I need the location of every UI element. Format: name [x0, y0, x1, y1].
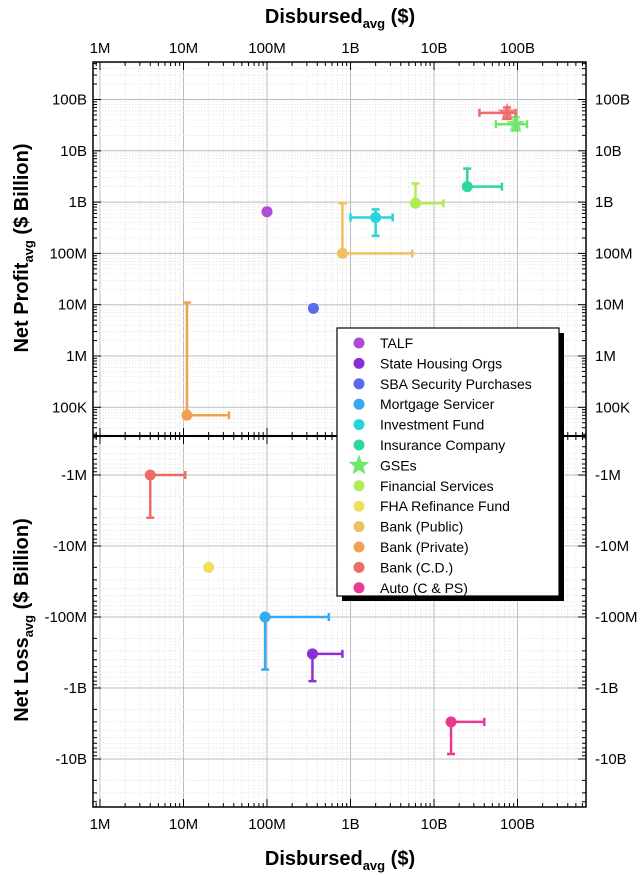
legend-marker [353, 357, 365, 369]
legend-marker [353, 419, 365, 431]
data-point [336, 247, 348, 259]
plot-border [92, 61, 587, 808]
data-point [370, 212, 382, 224]
data-point [409, 197, 421, 209]
x-axis-title-bottom: Disbursedavg ($) [265, 848, 415, 873]
legend-label: FHA Refinance Fund [380, 498, 510, 514]
x-tick-label-top: 10B [421, 40, 448, 57]
y-tick-label-loss-right: -10B [595, 751, 627, 768]
y-tick-label-profit-right: 100M [595, 245, 633, 262]
legend-marker [353, 439, 365, 451]
legend-label: TALF [380, 335, 413, 351]
legend-marker [353, 500, 365, 512]
y-tick-label-profit-right: 10M [595, 297, 624, 314]
y-tick-label-profit-right: 10B [595, 143, 622, 160]
legend-marker [353, 480, 365, 492]
data-point [144, 469, 156, 481]
y-tick-label-profit-right: 100K [595, 399, 630, 416]
legend-label: Insurance Company [380, 437, 505, 453]
legend-label: Bank (Private) [380, 539, 469, 555]
data-point [261, 206, 273, 218]
x-axis-title-top: Disbursedavg ($) [265, 6, 415, 31]
y-tick-label-profit-right: 1M [595, 348, 616, 365]
y-tick-label-loss-left: -10B [55, 751, 87, 768]
y-tick-label-loss-right: -1B [595, 680, 618, 697]
y-tick-label-loss-left: -1B [64, 680, 87, 697]
y-tick-label-profit-left: 100B [52, 92, 87, 109]
data-point [306, 648, 318, 660]
data-point [203, 561, 215, 573]
x-tick-label-bottom: 10B [421, 816, 448, 833]
y-tick-label-profit-left: 100M [49, 245, 87, 262]
legend-label: Auto (C & PS) [380, 580, 468, 596]
data-point [259, 611, 271, 623]
data-point [461, 181, 473, 193]
legend-label: Bank (Public) [380, 519, 463, 535]
legend-label: SBA Security Purchases [380, 376, 532, 392]
legend-box [336, 327, 560, 597]
x-tick-label-top: 10M [169, 40, 198, 57]
legend-marker [353, 337, 365, 349]
x-tick-label-top: 100M [248, 40, 286, 57]
legend-marker [353, 582, 365, 594]
y-tick-label-loss-right: -100M [595, 609, 638, 626]
legend-label: Mortgage Servicer [380, 396, 495, 412]
legend-marker [353, 521, 365, 533]
legend-marker [353, 561, 365, 573]
y-tick-label-profit-left: 1B [69, 194, 87, 211]
y-tick-label-profit-right: 100B [595, 92, 630, 109]
data-point [445, 716, 457, 728]
legend-marker [353, 398, 365, 410]
y-axis-title-loss: Net Lossavg ($ Billion) [11, 518, 36, 722]
y-tick-label-profit-right: 1B [595, 194, 613, 211]
legend: TALF State Housing Orgs SBA Security Purch… [336, 327, 564, 601]
y-tick-label-profit-left: 100K [52, 399, 87, 416]
x-tick-label-bottom: 100B [500, 816, 535, 833]
y-tick-label-loss-right: -10M [595, 538, 629, 555]
x-tick-label-top: 100B [500, 40, 535, 57]
y-tick-label-profit-left: 10M [58, 297, 87, 314]
legend-label: Bank (C.D.) [380, 559, 453, 575]
legend-marker-star [348, 454, 370, 475]
legend-label: GSEs [380, 457, 417, 473]
data-marks [144, 102, 529, 756]
legend-label: Financial Services [380, 478, 494, 494]
y-tick-label-profit-left: 1M [66, 348, 87, 365]
data-point-star [497, 102, 517, 121]
y-tick-label-loss-left: -100M [44, 609, 87, 626]
y-tick-label-loss-left: -1M [61, 467, 87, 484]
x-tick-label-top: 1M [90, 40, 111, 57]
x-tick-label-bottom: 10M [169, 816, 198, 833]
x-tick-label-bottom: 1M [90, 816, 111, 833]
data-point-star [506, 114, 526, 133]
y-axis-title-profit: Net Profitavg ($ Billion) [11, 143, 36, 352]
legend-marker [353, 541, 365, 553]
y-tick-label-profit-left: 10B [60, 143, 87, 160]
data-point [307, 302, 319, 314]
y-tick-label-loss-right: -1M [595, 467, 621, 484]
data-point [181, 409, 193, 421]
x-tick-label-top: 1B [341, 40, 359, 57]
legend-label: Investment Fund [380, 417, 484, 433]
legend-label: State Housing Orgs [380, 355, 502, 371]
x-tick-label-bottom: 100M [248, 816, 286, 833]
x-tick-label-bottom: 1B [341, 816, 359, 833]
legend-marker [353, 378, 365, 390]
y-tick-label-loss-left: -10M [53, 538, 87, 555]
